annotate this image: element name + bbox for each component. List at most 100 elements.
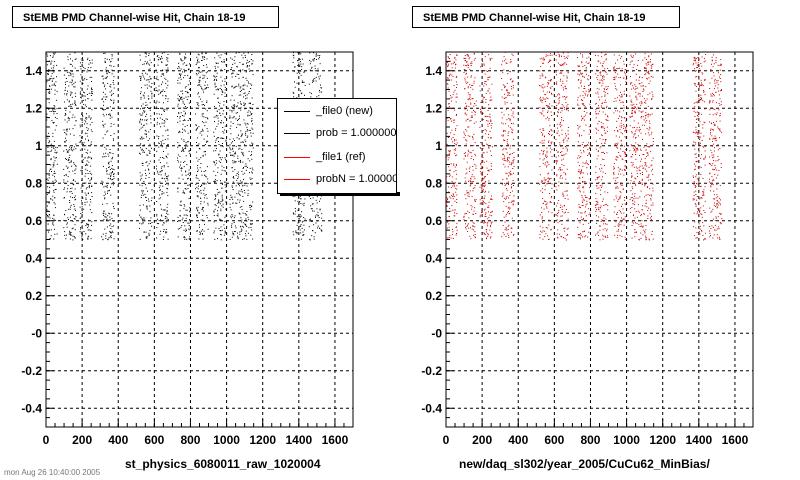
scatter-point <box>86 123 88 125</box>
scatter-point <box>234 215 236 217</box>
scatter-point <box>243 167 244 168</box>
scatter-point <box>102 203 104 205</box>
scatter-point <box>86 223 88 225</box>
scatter-point <box>595 113 597 115</box>
scatter-point <box>246 226 248 227</box>
scatter-point <box>303 81 305 83</box>
scatter-point <box>578 171 580 173</box>
scatter-point <box>232 154 234 156</box>
scatter-point <box>580 82 581 84</box>
scatter-point <box>161 170 163 172</box>
scatter-point <box>54 108 56 110</box>
scatter-point <box>51 80 53 82</box>
scatter-point <box>506 102 508 104</box>
scatter-point <box>81 156 83 158</box>
scatter-point <box>588 153 590 155</box>
scatter-point <box>198 92 199 94</box>
scatter-point <box>292 62 294 63</box>
scatter-point <box>595 185 597 187</box>
scatter-point <box>239 206 241 208</box>
scatter-point <box>156 76 158 78</box>
scatter-point <box>487 144 489 146</box>
scatter-point <box>189 88 190 90</box>
scatter-point <box>451 138 453 140</box>
scatter-point <box>237 119 239 120</box>
scatter-point <box>548 179 550 181</box>
scatter-point <box>490 137 492 139</box>
scatter-point <box>52 180 54 182</box>
scatter-point <box>293 57 295 59</box>
scatter-point <box>252 70 254 72</box>
scatter-point <box>319 90 320 91</box>
scatter-point <box>490 223 492 225</box>
scatter-point <box>113 169 115 171</box>
scatter-point <box>595 200 597 202</box>
scatter-point <box>83 208 85 210</box>
scatter-point <box>163 231 164 232</box>
scatter-point <box>541 99 543 101</box>
scatter-point <box>110 183 112 185</box>
scatter-point <box>49 186 51 188</box>
scatter-point <box>238 193 240 195</box>
scatter-point <box>315 76 317 78</box>
scatter-point <box>482 101 484 103</box>
scatter-point <box>559 144 561 146</box>
scatter-point <box>182 123 184 125</box>
scatter-point <box>489 67 491 69</box>
scatter-point <box>222 203 224 205</box>
scatter-point <box>321 230 323 232</box>
scatter-point <box>82 80 84 81</box>
scatter-point <box>597 113 599 115</box>
scatter-point <box>539 233 541 235</box>
scatter-point <box>507 226 509 228</box>
scatter-point <box>471 98 473 100</box>
scatter-point <box>620 57 621 59</box>
scatter-point <box>456 154 458 156</box>
scatter-point <box>504 103 506 105</box>
scatter-point <box>541 112 543 114</box>
scatter-point <box>230 154 232 156</box>
scatter-point <box>468 168 470 170</box>
scatter-point <box>205 170 207 172</box>
scatter-point <box>91 88 92 90</box>
scatter-point <box>596 187 598 189</box>
scatter-point <box>81 225 83 227</box>
scatter-point <box>148 79 150 81</box>
scatter-point <box>109 236 111 238</box>
scatter-point <box>219 218 221 220</box>
scatter-point <box>448 191 450 193</box>
scatter-point <box>602 75 604 77</box>
scatter-point <box>63 188 65 190</box>
scatter-point <box>105 67 107 69</box>
scatter-point <box>506 188 507 190</box>
scatter-point <box>545 227 547 228</box>
scatter-point <box>207 204 209 206</box>
scatter-point <box>562 87 564 89</box>
scatter-point <box>613 54 615 56</box>
scatter-point <box>607 205 609 207</box>
scatter-point <box>159 92 161 94</box>
scatter-point <box>557 62 559 64</box>
scatter-point <box>213 210 215 212</box>
scatter-point <box>599 73 601 75</box>
scatter-point <box>111 54 113 55</box>
scatter-point <box>466 192 468 194</box>
scatter-point <box>219 102 221 104</box>
scatter-point <box>75 143 77 145</box>
scatter-point <box>456 188 458 190</box>
scatter-point <box>53 228 55 230</box>
scatter-point <box>469 84 471 86</box>
scatter-point <box>156 215 158 217</box>
scatter-point <box>480 66 482 68</box>
scatter-point <box>251 167 253 169</box>
scatter-point <box>550 111 552 113</box>
scatter-point <box>470 238 472 240</box>
scatter-point <box>483 222 485 224</box>
scatter-point <box>589 227 591 229</box>
scatter-point <box>511 231 512 233</box>
scatter-point <box>506 160 508 162</box>
scatter-point <box>599 225 601 227</box>
scatter-point <box>110 175 112 177</box>
scatter-point <box>216 138 218 140</box>
scatter-point <box>296 82 298 84</box>
